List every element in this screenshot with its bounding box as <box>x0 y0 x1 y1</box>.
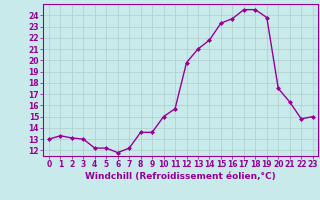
X-axis label: Windchill (Refroidissement éolien,°C): Windchill (Refroidissement éolien,°C) <box>85 172 276 181</box>
